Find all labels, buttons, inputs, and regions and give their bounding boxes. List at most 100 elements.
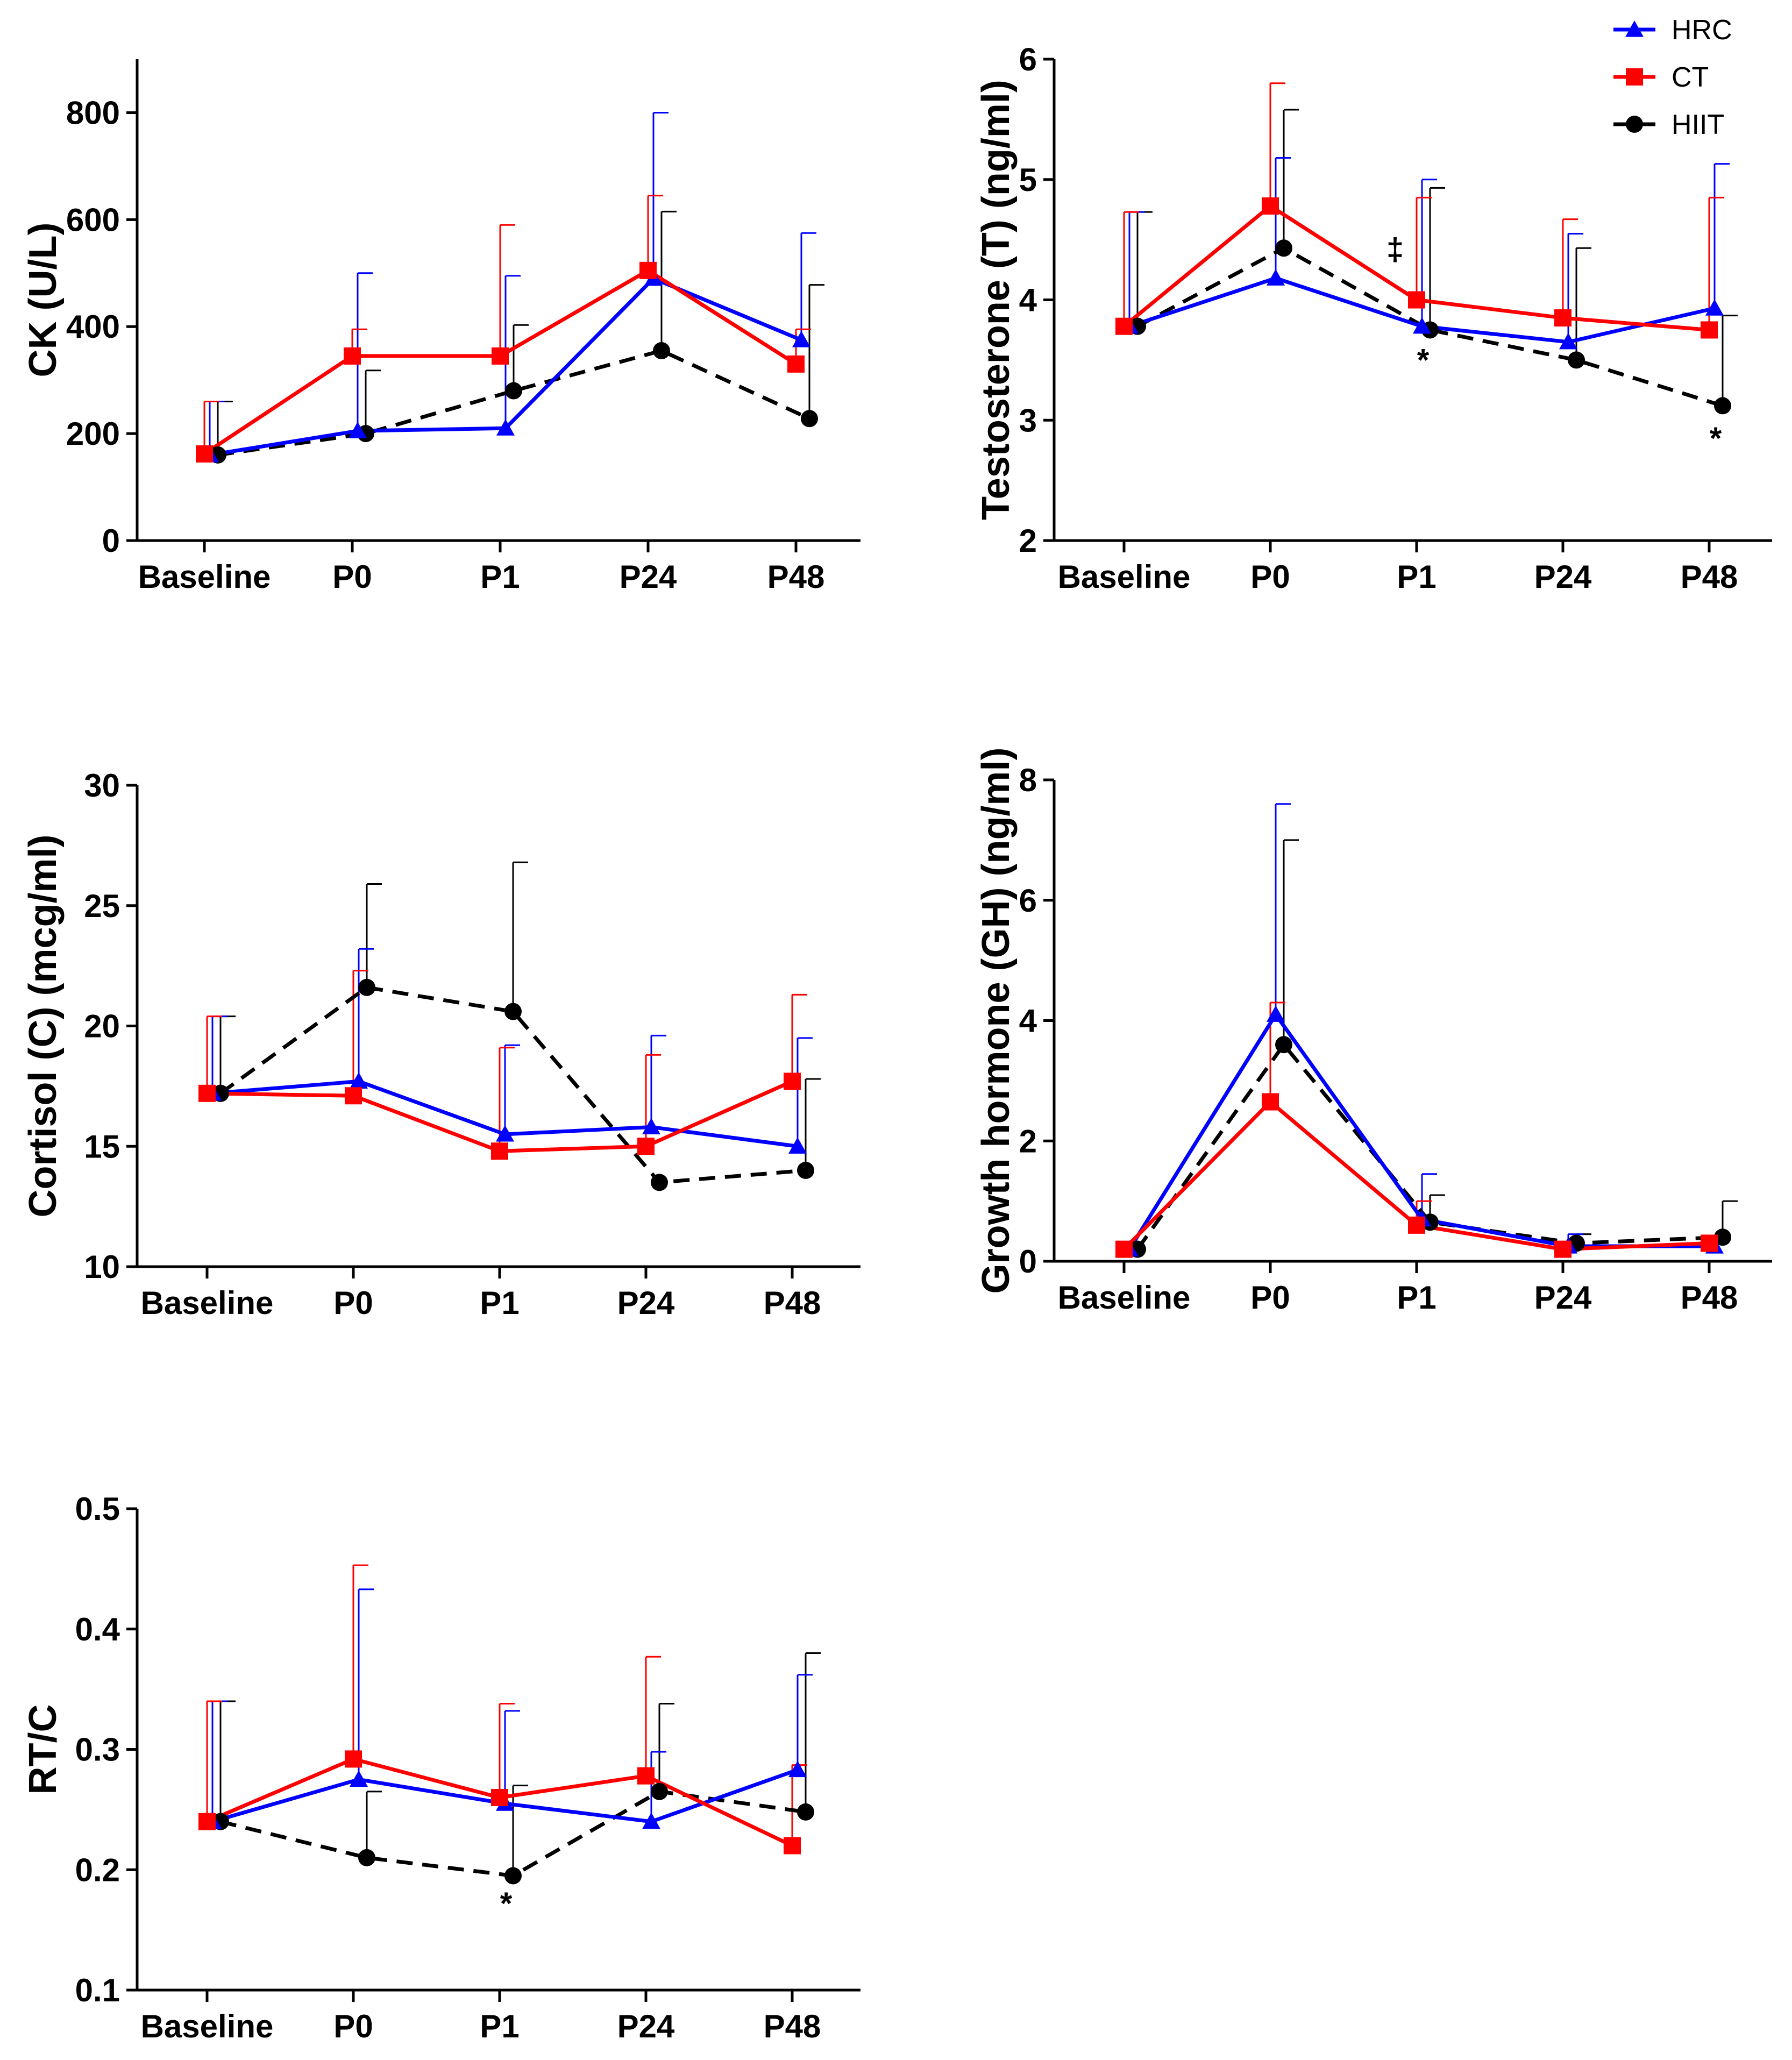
x-tick-label: P24: [617, 2008, 675, 2044]
data-point-hrc: [1413, 317, 1431, 334]
data-point-hrc: [1559, 332, 1577, 350]
data-point-ct: [784, 1837, 801, 1855]
data-point-hiit: [505, 382, 522, 400]
x-tick-label: P24: [617, 1285, 675, 1321]
x-tick-label: P48: [1681, 559, 1738, 595]
data-point-hiit: [1275, 239, 1292, 257]
data-point-hrc: [788, 1137, 807, 1154]
data-point-hiit: [797, 1162, 814, 1179]
x-tick-label: Baseline: [141, 2008, 274, 2044]
x-tick-label: P48: [1681, 1280, 1738, 1316]
y-axis-title: Cortisol (C) (mcg/ml): [22, 835, 65, 1218]
legend-label-ct: CT: [1672, 62, 1709, 93]
data-point-ct: [345, 1750, 362, 1768]
panel-ck: 0 200 400 600 800 Baseline P0 P1 P24 P48 CK (U/L): [22, 59, 861, 595]
x-tick-label: P24: [1534, 559, 1592, 595]
y-tick-label: 0: [1019, 1244, 1037, 1280]
y-tick-label: 20: [84, 1008, 120, 1045]
data-point-ct: [784, 1072, 801, 1090]
y-tick-label: 0.1: [75, 1972, 120, 2008]
data-point-ct: [637, 1767, 655, 1785]
data-point-hiit: [1714, 397, 1731, 415]
data-point-ct: [1115, 1240, 1133, 1258]
data-point-hrc: [496, 419, 515, 436]
y-tick-label: 600: [66, 202, 120, 238]
x-tick-label: P1: [1397, 1280, 1436, 1316]
y-tick-label: 6: [1019, 41, 1037, 77]
data-point-ct: [344, 347, 361, 365]
legend-marker-hiit: [1626, 116, 1643, 133]
x-tick-label: P0: [1250, 1280, 1290, 1316]
legend-marker-hrc: [1625, 20, 1644, 37]
y-tick-label: 0.4: [75, 1611, 120, 1647]
data-point-hiit: [797, 1803, 814, 1821]
data-point-ct: [1408, 1216, 1425, 1234]
y-tick-label: 8: [1019, 762, 1037, 798]
series-line-hiit: [219, 985, 806, 1184]
y-tick-label: 800: [66, 95, 120, 131]
y-tick-label: 2: [1019, 1123, 1037, 1159]
x-tick-label: Baseline: [1058, 559, 1191, 595]
x-tick-label: P48: [764, 1285, 821, 1321]
data-point-hrc: [788, 1760, 807, 1778]
data-point-hiit: [801, 410, 818, 428]
y-tick-label: 0.2: [75, 1852, 120, 1888]
data-point-hrc: [349, 422, 367, 438]
x-tick-label: P0: [333, 1285, 373, 1321]
data-point-hrc: [1267, 1005, 1285, 1022]
y-axis-title: Growth hormone (GH) (ng/ml): [975, 748, 1018, 1294]
series-line-hiit: [1136, 246, 1724, 408]
x-tick-label: P0: [1250, 559, 1290, 595]
panel-cortisol: 10 15 20 25 30 Baseline P0 P1 P24 P48 Cortisol (C)…: [22, 768, 861, 1321]
data-point-hiit: [358, 1849, 375, 1866]
x-tick-label: P48: [767, 559, 825, 595]
x-tick-label: P0: [333, 2008, 373, 2044]
legend-marker-ct: [1626, 68, 1643, 86]
panel-rt-c: 0.1 0.2 0.3 0.4 0.5 Baseline P0 P1 P24 P48 RT/C *: [22, 1491, 861, 2044]
data-point-hiit: [504, 1867, 522, 1885]
y-axis-title: Testosterone (T) (ng/ml): [975, 80, 1018, 520]
x-tick-label: Baseline: [138, 559, 271, 595]
y-tick-label: 10: [84, 1249, 120, 1285]
y-tick-label: 0.3: [75, 1732, 120, 1768]
significance-marker: *: [1417, 343, 1430, 378]
y-tick-label: 4: [1019, 282, 1037, 318]
y-tick-label: 2: [1019, 523, 1037, 559]
data-point-hiit: [1568, 351, 1585, 369]
data-point-ct: [198, 1084, 216, 1102]
y-tick-label: 15: [84, 1128, 120, 1164]
data-point-hrc: [1705, 299, 1724, 316]
data-point-ct: [198, 1813, 216, 1830]
data-point-hiit: [653, 342, 670, 359]
significance-marker: ‡: [1386, 232, 1404, 267]
x-tick-label: P48: [764, 2008, 821, 2044]
data-point-ct: [1408, 291, 1425, 309]
x-tick-label: P0: [332, 559, 372, 595]
data-point-ct: [345, 1087, 362, 1105]
data-point-hrc: [496, 1125, 514, 1142]
y-tick-label: 5: [1019, 162, 1037, 198]
x-tick-label: P1: [480, 559, 520, 595]
y-tick-label: 400: [66, 309, 120, 345]
data-point-ct: [1554, 1240, 1571, 1258]
data-point-ct: [787, 355, 805, 373]
data-point-ct: [1262, 197, 1279, 215]
panel-growth-hormone: 0 2 4 6 8 Baseline P0 P1 P24 P48 Growth hormone (G…: [975, 748, 1772, 1316]
x-tick-label: P1: [480, 1285, 519, 1321]
data-point-ct: [1554, 309, 1571, 327]
data-point-hrc: [642, 1812, 660, 1829]
data-point-ct: [491, 1789, 508, 1806]
data-point-hrc: [1267, 269, 1285, 286]
data-point-ct: [1701, 321, 1718, 339]
data-point-hiit: [504, 1003, 522, 1020]
panel-testosterone: 2 3 4 5 6 Baseline P0 P1 P24 P48 Testosterone (T) …: [975, 41, 1772, 595]
y-axis-title: RT/C: [22, 1704, 65, 1795]
y-tick-label: 4: [1019, 1003, 1037, 1039]
legend-label-hiit: HIIT: [1672, 109, 1724, 140]
data-point-ct: [492, 347, 509, 365]
x-tick-label: Baseline: [141, 1285, 274, 1321]
data-point-ct: [1701, 1234, 1718, 1252]
significance-marker: *: [1710, 421, 1722, 456]
data-point-ct: [491, 1142, 508, 1160]
